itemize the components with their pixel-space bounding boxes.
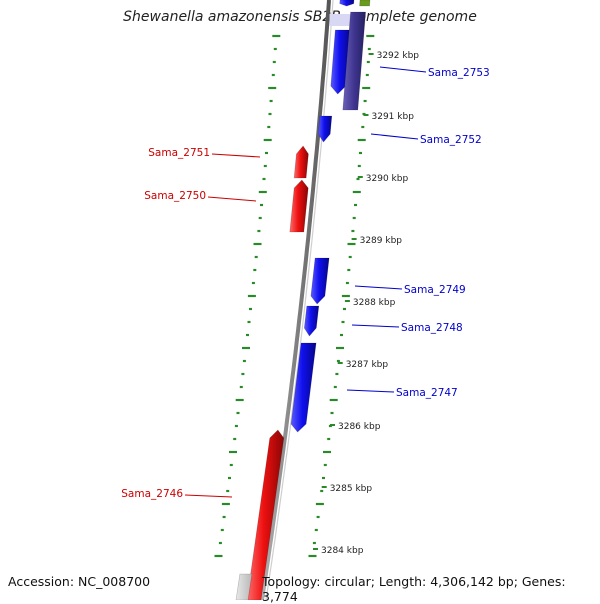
gene-label-text[interactable]: Sama_2753 [428,67,490,79]
scale-label: 3284 kbp [321,546,364,556]
scale-label: 3290 kbp [366,174,409,184]
genome-backbone [260,0,334,600]
tick-ring-right [308,34,375,558]
gene-label-text[interactable]: Sama_2747 [396,387,458,399]
gene-label-text[interactable]: Sama_2749 [404,284,466,296]
gene-selected[interactable] [342,11,366,111]
gene-pseudo[interactable] [235,573,253,600]
gene-label-sama-2747[interactable]: Sama_2747 [346,387,458,399]
scale-ticks: 3292 kbp 3291 kbp 3290 kbp 3289 kbp 3288 kbp… [214,34,420,558]
gene-sama-2748[interactable] [303,305,320,337]
leader-line [354,285,403,290]
gene-label-text[interactable]: Sama_2750 [144,190,206,202]
gene-top-forward[interactable] [339,0,355,7]
gene-label-text[interactable]: Sama_2746 [121,488,183,500]
gene-label-sama-2751[interactable]: Sama_2751 [148,147,261,159]
selection-highlight [329,14,356,26]
gene-features [235,0,371,600]
gene-label-sama-2748[interactable]: Sama_2748 [351,322,463,334]
scale-label: 3291 kbp [372,112,415,122]
leader-line [370,133,419,140]
scale-label: 3292 kbp [377,51,420,61]
backbone-strand-outer [260,0,331,600]
leader-line [207,196,257,202]
scale-label: 3288 kbp [353,298,396,308]
gene-sama-2751[interactable] [293,145,309,179]
leader-line [346,389,395,393]
gene-sama-2750[interactable] [289,179,309,233]
gene-sama-2752[interactable] [317,115,333,143]
gene-label-text[interactable]: Sama_2748 [401,322,463,334]
gene-rna[interactable] [359,0,371,7]
gene-label-sama-2753[interactable]: Sama_2753 [379,66,490,79]
gene-sama-2746[interactable] [246,429,285,600]
scale-label: 3287 kbp [346,360,389,370]
leader-line [351,324,400,328]
gene-sama-2749[interactable] [310,257,330,305]
backbone-strand-inner [265,0,334,600]
gene-labels: Sama_2753 Sama_2752 Sama_2751 Sama_2750 Sama… [121,66,490,500]
gene-label-text[interactable]: Sama_2751 [148,147,210,159]
gene-label-sama-2752[interactable]: Sama_2752 [370,133,482,146]
gene-label-sama-2746[interactable]: Sama_2746 [121,488,233,500]
leader-line [211,153,261,158]
tick-ring-left [214,34,281,558]
scale-label: 3286 kbp [338,422,381,432]
leader-line [184,494,233,498]
gene-label-sama-2750[interactable]: Sama_2750 [144,190,257,202]
gene-label-text[interactable]: Sama_2752 [420,134,482,146]
map-title: Shewanella amazonensis SB2B, complete ge… [123,9,477,25]
gene-sama-2747[interactable] [290,342,317,433]
scale-label: 3289 kbp [360,236,403,246]
leader-line [379,66,427,73]
accession-text: Accession: NC_008700 [8,574,151,589]
scale-label: 3285 kbp [330,484,373,494]
gene-label-sama-2749[interactable]: Sama_2749 [354,284,466,296]
